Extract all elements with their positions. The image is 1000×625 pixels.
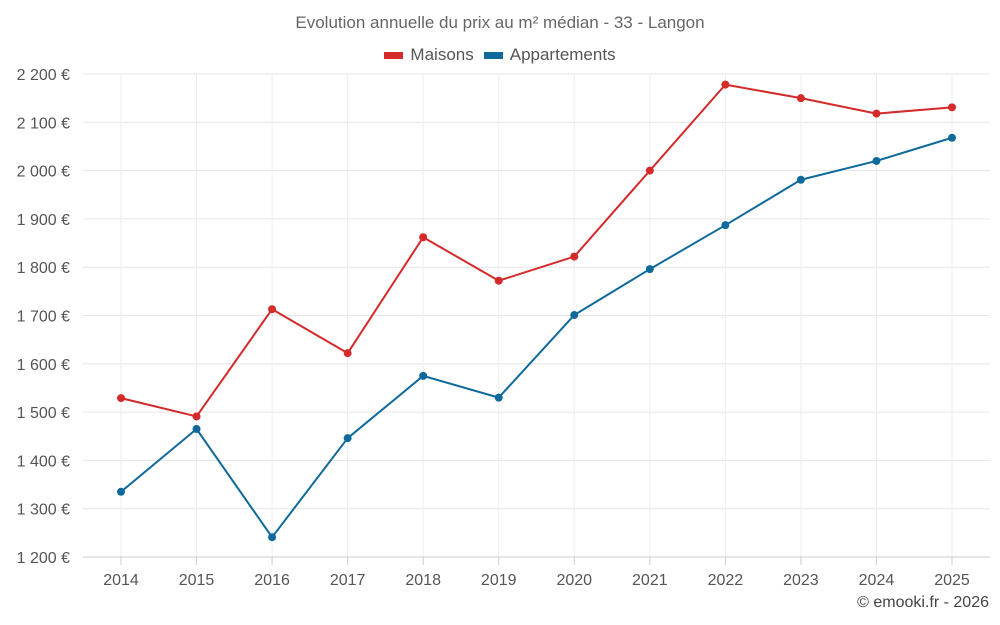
y-tick-label: 1 600 € <box>17 357 70 374</box>
data-point-maisons <box>192 412 201 421</box>
data-point-appartements <box>494 393 503 402</box>
data-point-appartements <box>117 487 125 496</box>
data-point-maisons <box>872 109 881 118</box>
legend: Maisons Appartements <box>0 45 1000 65</box>
series-line-appartements <box>120 136 953 539</box>
data-point-appartements <box>645 265 654 274</box>
legend-label-maisons: Maisons <box>410 45 474 64</box>
y-tick-label: 2 000 € <box>17 164 70 181</box>
data-point-appartements <box>796 175 805 184</box>
data-point-maisons <box>948 103 956 112</box>
data-point-maisons <box>645 166 654 175</box>
x-tick-label: 2014 <box>103 572 139 589</box>
data-point-appartements <box>872 156 881 165</box>
y-tick-label: 1 400 € <box>17 453 70 470</box>
y-tick-label: 2 200 € <box>17 67 70 84</box>
data-point-appartements <box>192 425 201 434</box>
x-tick-label: 2016 <box>254 572 290 589</box>
data-point-maisons <box>419 233 428 242</box>
y-tick-label: 1 500 € <box>17 405 70 422</box>
data-point-appartements <box>268 533 277 542</box>
series-line-maisons <box>120 83 953 418</box>
credit-text: © emooki.fr - 2026 <box>857 594 989 611</box>
legend-swatch-appartements <box>483 51 503 59</box>
x-tick-label: 2018 <box>405 572 441 589</box>
x-tick-label: 2015 <box>179 572 215 589</box>
x-tick-label: 2022 <box>708 572 744 589</box>
y-tick-label: 1 900 € <box>17 212 70 229</box>
data-point-maisons <box>796 94 805 103</box>
x-tick-label: 2021 <box>632 572 668 589</box>
x-tick-label: 2020 <box>556 572 592 589</box>
data-point-maisons <box>117 394 125 403</box>
data-point-maisons <box>570 252 579 261</box>
data-point-appartements <box>343 434 352 443</box>
y-tick-label: 1 800 € <box>17 260 70 277</box>
x-tick-label: 2023 <box>783 572 819 589</box>
legend-label-appartements: Appartements <box>509 45 616 64</box>
y-tick-label: 1 200 € <box>17 550 70 567</box>
legend-item-maisons[interactable]: Maisons <box>384 45 474 65</box>
x-tick-label: 2019 <box>481 572 517 589</box>
data-point-maisons <box>721 80 730 89</box>
x-tick-label: 2017 <box>330 572 366 589</box>
x-tick-label: 2025 <box>934 572 970 589</box>
data-point-maisons <box>343 349 352 358</box>
data-point-appartements <box>948 133 956 142</box>
y-tick-label: 1 700 € <box>17 309 70 326</box>
legend-swatch-maisons <box>384 51 404 59</box>
chart-title: Evolution annuelle du prix au m² médian … <box>295 13 705 32</box>
legend-item-appartements[interactable]: Appartements <box>483 45 616 65</box>
x-tick-label: 2024 <box>859 572 895 589</box>
y-tick-label: 2 100 € <box>17 115 70 132</box>
data-point-appartements <box>721 221 730 230</box>
data-point-appartements <box>419 371 428 380</box>
data-point-appartements <box>570 311 579 320</box>
data-point-maisons <box>494 276 503 285</box>
data-point-maisons <box>268 305 277 314</box>
y-tick-label: 1 300 € <box>17 502 70 519</box>
